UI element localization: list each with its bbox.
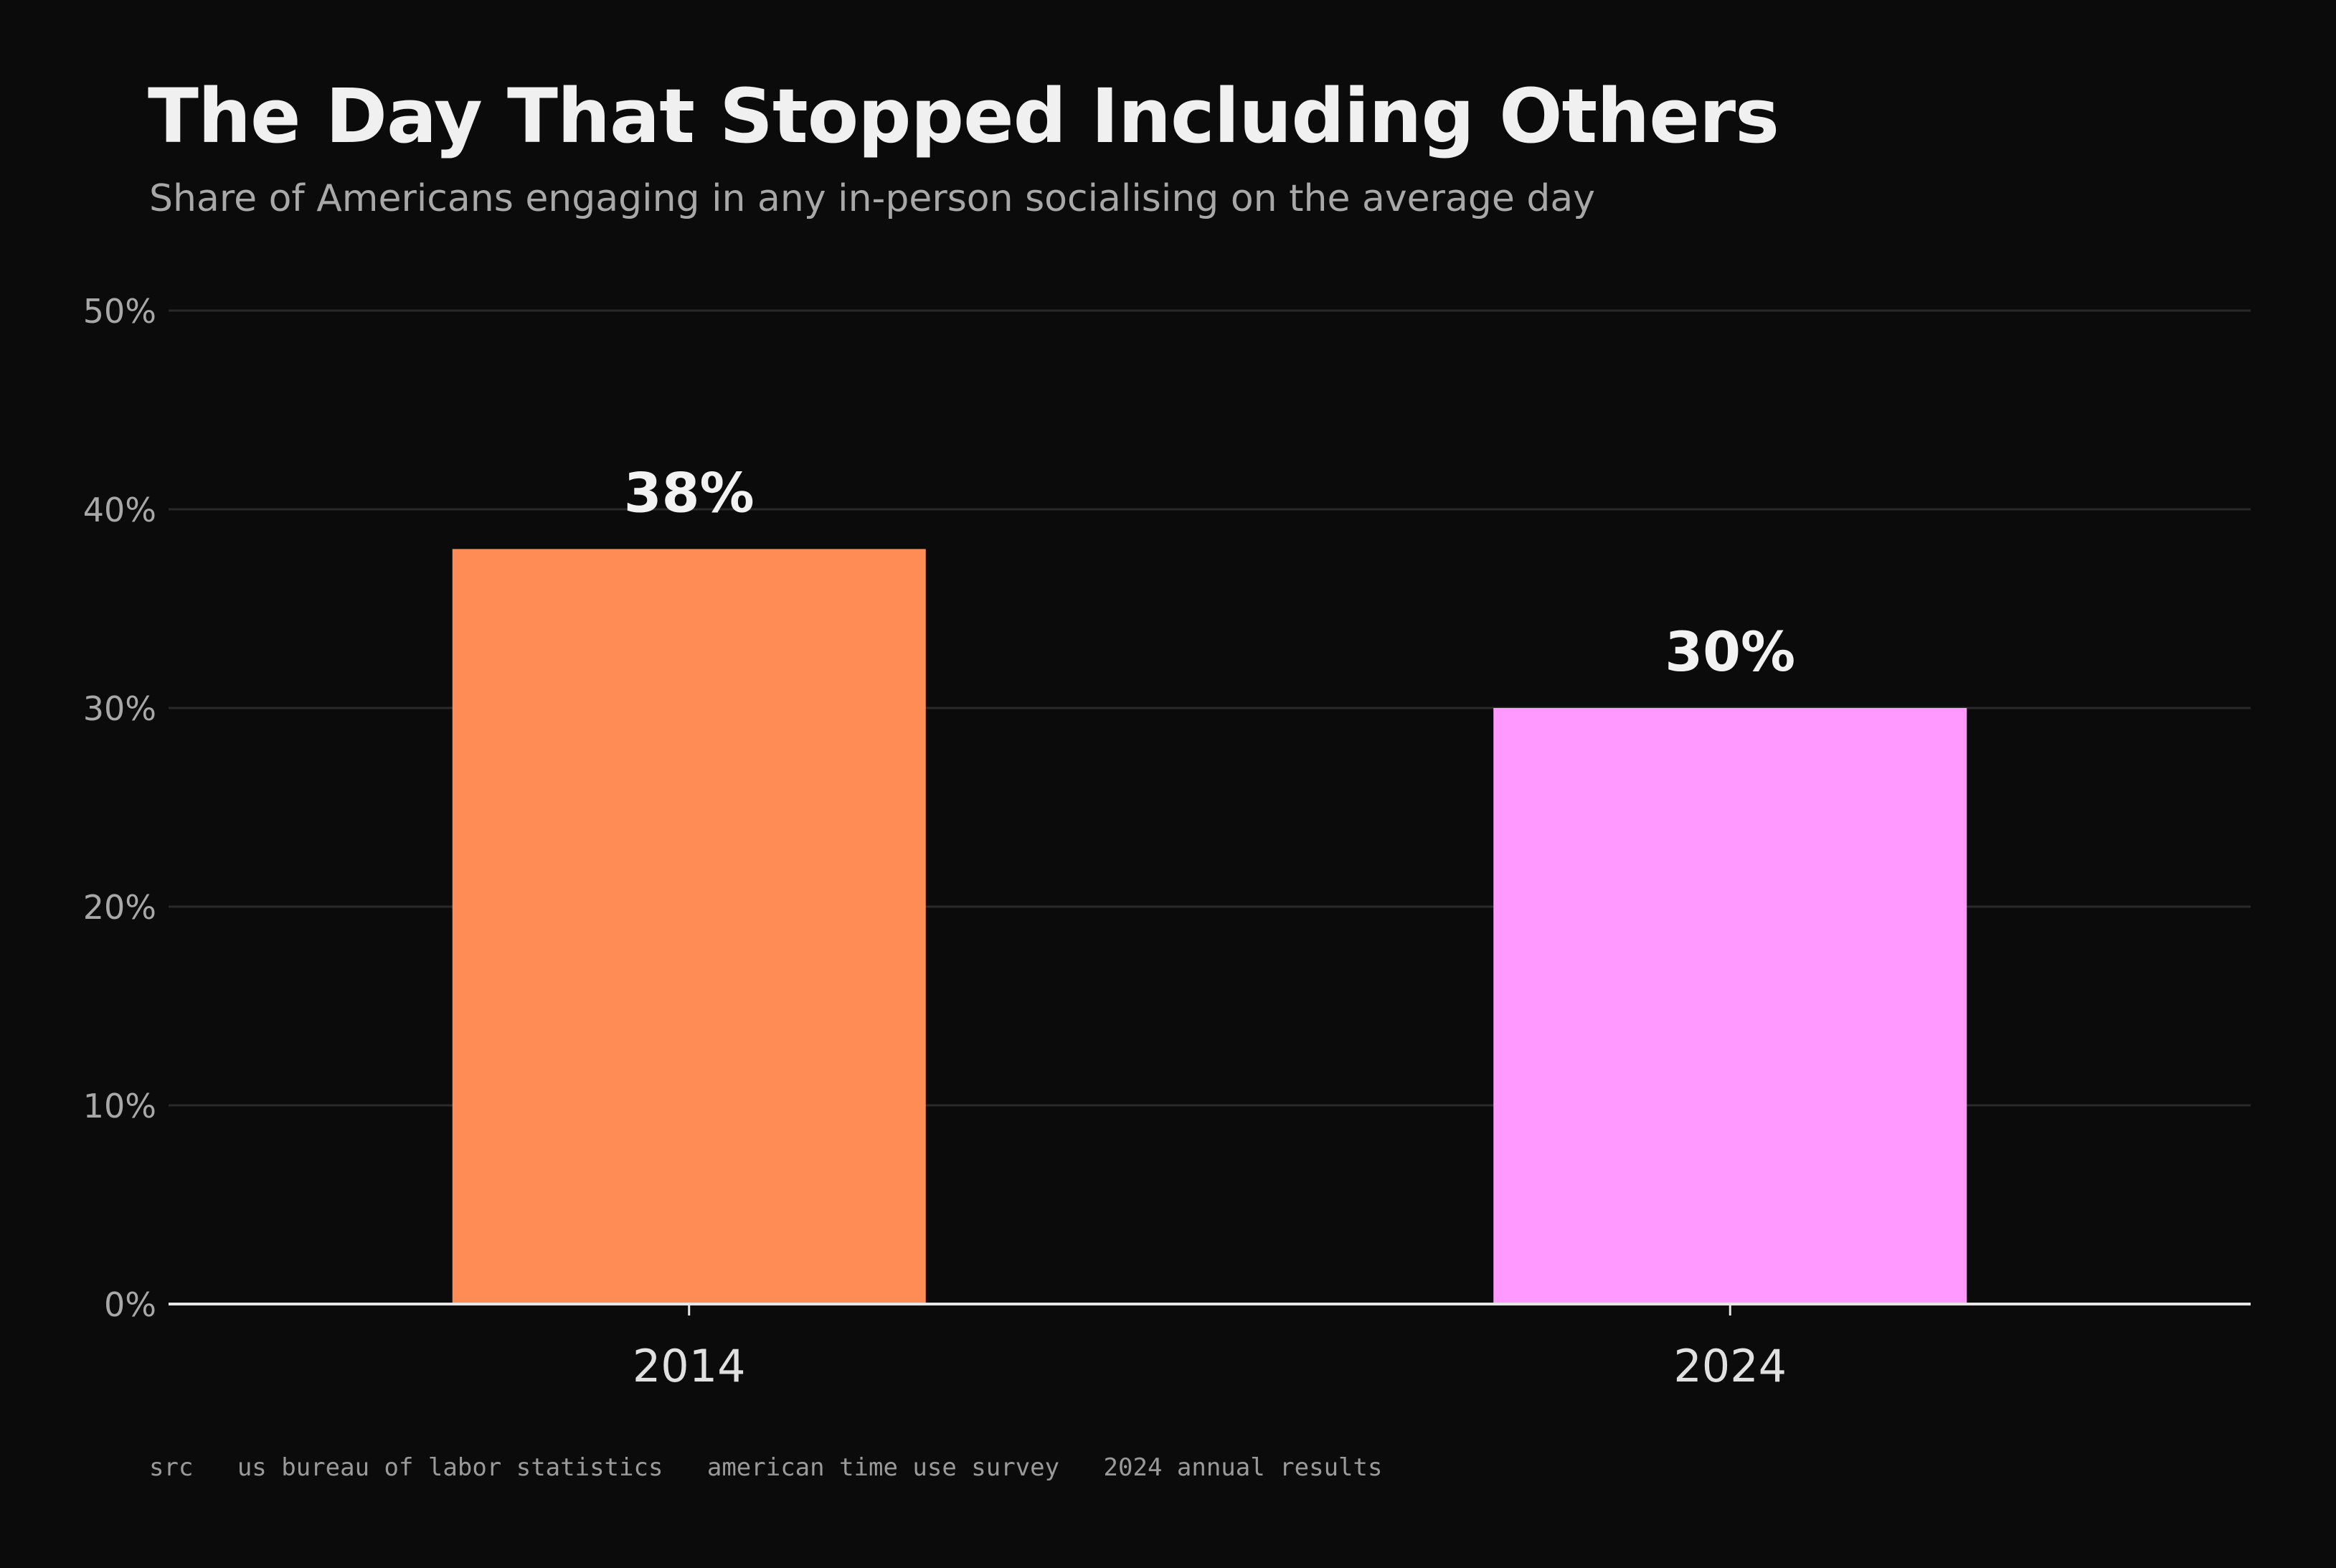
chart-title: The Day That Stopped Including Others: [148, 72, 1779, 160]
bar-2014: [452, 549, 926, 1304]
x-axis-ticks: 2014 2024: [633, 1304, 1787, 1392]
value-label-2024: 30%: [1665, 620, 1795, 684]
y-axis-ticks: 0% 10% 20% 30% 40% 50%: [83, 292, 156, 1324]
x-tick-label-2014: 2014: [633, 1340, 746, 1392]
source-note: src us bureau of labor statistics americ…: [149, 1453, 1383, 1482]
y-tick-label: 20%: [83, 888, 156, 927]
bar-2024: [1493, 708, 1967, 1304]
value-label-2014: 38%: [624, 461, 755, 524]
y-tick-label: 30%: [83, 689, 156, 728]
y-tick-label: 50%: [83, 292, 156, 331]
x-tick-label-2024: 2024: [1673, 1340, 1787, 1392]
y-tick-label: 10%: [83, 1087, 156, 1125]
y-tick-label: 40%: [83, 491, 156, 529]
bars: [452, 549, 1967, 1304]
y-tick-label: 0%: [104, 1285, 156, 1324]
value-labels: 38% 30%: [624, 461, 1795, 684]
chart-subtitle: Share of Americans engaging in any in-pe…: [149, 177, 1596, 220]
